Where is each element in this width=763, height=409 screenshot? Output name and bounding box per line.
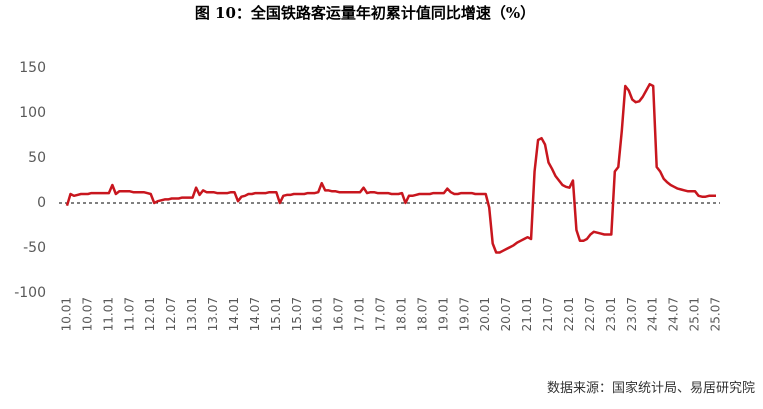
x-tick-label: 22.01 bbox=[562, 297, 576, 331]
x-tick-label: 21.01 bbox=[520, 297, 534, 331]
x-tick-label: 13.01 bbox=[185, 297, 199, 331]
x-tick-label: 16.01 bbox=[311, 297, 325, 331]
data-line bbox=[65, 82, 716, 254]
x-tick-label: 15.01 bbox=[269, 297, 283, 331]
x-tick-label: 10.07 bbox=[80, 297, 94, 331]
x-tick-label: 11.01 bbox=[101, 297, 115, 331]
x-tick-label: 25.01 bbox=[688, 297, 702, 331]
x-tick-label: 12.07 bbox=[164, 297, 178, 331]
x-tick-label: 13.07 bbox=[206, 297, 220, 331]
x-tick-label: 15.07 bbox=[290, 297, 304, 331]
source-note: 数据来源：国家统计局、易居研究院 bbox=[547, 380, 755, 396]
x-tick-label: 17.01 bbox=[353, 297, 367, 331]
x-tick-label: 19.07 bbox=[457, 297, 471, 331]
x-tick-label: 20.01 bbox=[478, 297, 492, 331]
y-tick-label: 0 bbox=[37, 195, 46, 211]
x-tick-label: 25.07 bbox=[709, 297, 723, 331]
x-tick-label: 14.01 bbox=[227, 297, 241, 331]
x-tick-label: 22.07 bbox=[583, 297, 597, 331]
x-tick-label: 23.07 bbox=[625, 297, 639, 331]
x-tick-label: 23.01 bbox=[604, 297, 618, 331]
x-tick-label: 18.07 bbox=[415, 297, 429, 331]
y-tick-label: 100 bbox=[19, 105, 46, 121]
x-tick-label: 18.01 bbox=[394, 297, 408, 331]
y-tick-label: -50 bbox=[23, 240, 46, 256]
x-tick-label: 11.07 bbox=[122, 297, 136, 331]
x-tick-label: 24.07 bbox=[667, 297, 681, 331]
x-tick-label: 24.01 bbox=[646, 297, 660, 331]
y-tick-label: 150 bbox=[19, 60, 46, 76]
x-tick-label: 21.07 bbox=[541, 297, 555, 331]
x-tick-label: 10.01 bbox=[60, 297, 74, 331]
x-tick-label: 16.07 bbox=[332, 297, 346, 331]
x-tick-label: 19.01 bbox=[436, 297, 450, 331]
x-tick-label: 20.07 bbox=[499, 297, 513, 331]
y-tick-label: -100 bbox=[14, 285, 46, 301]
x-tick-label: 17.07 bbox=[374, 297, 388, 331]
chart-title: 图 10：全国铁路客运量年初累计值同比增速（%） bbox=[195, 4, 535, 22]
x-tick-label: 14.07 bbox=[248, 297, 262, 331]
y-tick-label: 50 bbox=[28, 150, 46, 166]
x-tick-label: 12.01 bbox=[143, 297, 157, 331]
